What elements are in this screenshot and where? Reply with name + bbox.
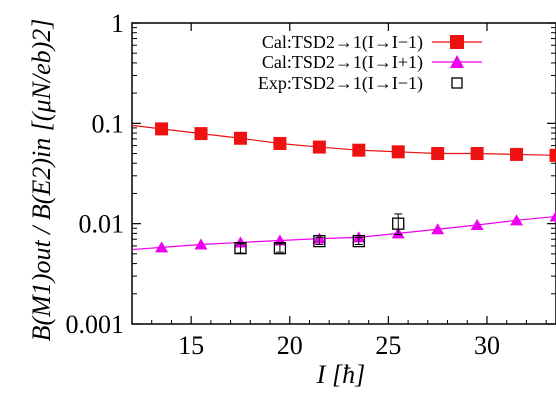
data-point	[313, 234, 326, 248]
series-line	[131, 124, 556, 156]
legend-label-series-3: Exp:TSD2→1(I→I−1)	[258, 73, 423, 94]
series-3	[234, 213, 405, 255]
data-point	[234, 242, 247, 255]
legend-label-series-1: Cal:TSD2→1(I→I−1)	[262, 32, 423, 53]
series-2	[131, 210, 556, 253]
data-point	[431, 147, 445, 161]
data-point	[273, 242, 287, 255]
data-point	[155, 241, 169, 253]
x-axis-label: I [ħ]	[316, 360, 365, 389]
x-axis-ticks: 15 20 25 30	[151, 23, 547, 360]
data-point	[233, 131, 247, 145]
legend: Cal:TSD2→1(I→I−1) Cal:TSD2→1(I→I+1) Exp:…	[258, 32, 482, 94]
data-point	[352, 234, 365, 248]
plot-frame	[131, 22, 556, 325]
y-tick-label: 0.001	[66, 310, 125, 339]
data-point	[431, 223, 445, 235]
data-point	[510, 147, 524, 161]
x-tick-label: 15	[178, 331, 204, 360]
data-point	[312, 140, 326, 154]
data-point	[549, 210, 556, 222]
data-point	[510, 214, 524, 226]
data-point	[155, 122, 169, 136]
x-tick-label: 30	[474, 331, 500, 360]
y-axis-label: B(M1)out / B(E2)in [(μN/eb)2]	[27, 19, 56, 342]
legend-label-series-2: Cal:TSD2→1(I→I+1)	[262, 52, 423, 73]
data-point	[352, 143, 366, 157]
data-point	[549, 148, 556, 162]
data-point	[194, 127, 208, 141]
y-axis-ticks: 1 0.1 0.01 0.001	[66, 9, 556, 339]
y-tick-label: 0.01	[79, 210, 125, 239]
data-point	[470, 218, 484, 230]
legend-marker-series-3	[451, 77, 463, 89]
series-1	[131, 122, 556, 162]
series-line	[131, 215, 556, 251]
y-tick-label: 0.1	[92, 109, 125, 138]
legend-marker-series-2	[450, 55, 464, 68]
x-tick-label: 25	[375, 331, 401, 360]
data-point	[233, 236, 247, 248]
x-tick-label: 20	[277, 331, 303, 360]
data-point	[391, 145, 405, 159]
data-point	[273, 136, 287, 150]
data-point	[194, 238, 208, 250]
data-point	[392, 217, 405, 230]
y-tick-label: 1	[111, 9, 124, 38]
data-point	[470, 147, 484, 161]
legend-marker-series-1	[450, 35, 464, 49]
series-layer	[131, 122, 556, 255]
